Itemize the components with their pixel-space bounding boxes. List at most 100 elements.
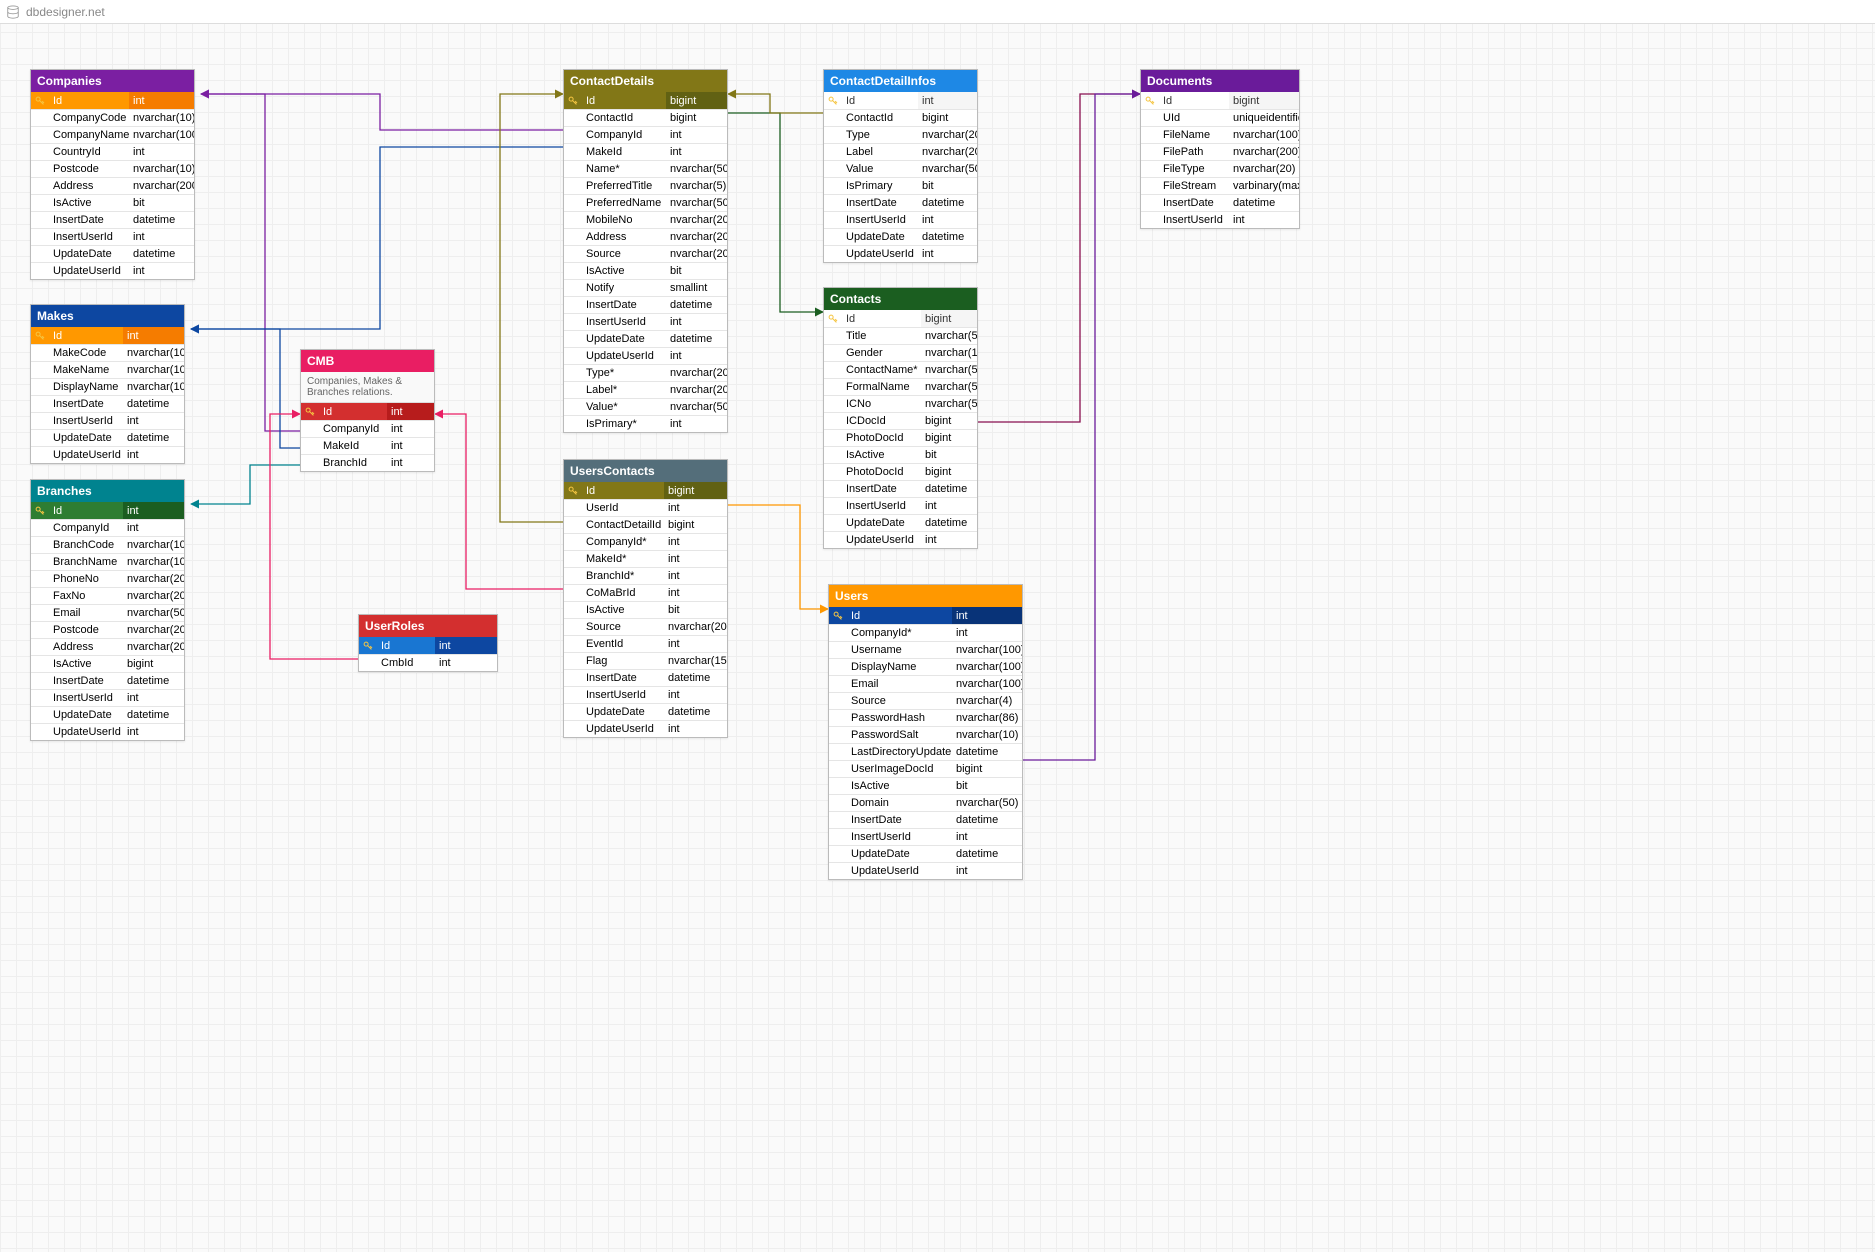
column-row[interactable]: UpdateUserIdint — [829, 862, 1022, 879]
column-row[interactable]: Usernamenvarchar(100) — [829, 641, 1022, 658]
column-row[interactable]: FilePathnvarchar(200) — [1141, 143, 1299, 160]
table-contacts[interactable]: ContactsIdbigintTitlenvarchar(5)Gendernv… — [823, 287, 978, 549]
column-row[interactable]: Flagnvarchar(15) — [564, 652, 727, 669]
column-row[interactable]: Idint — [301, 403, 434, 420]
column-row[interactable]: DisplayNamenvarchar(100) — [31, 378, 184, 395]
column-row[interactable]: UpdateUserIdint — [31, 262, 194, 279]
column-row[interactable]: UpdateDatedatetime — [829, 845, 1022, 862]
column-row[interactable]: Domainnvarchar(50) — [829, 794, 1022, 811]
column-row[interactable]: InsertUserIdint — [564, 313, 727, 330]
table-cmb[interactable]: CMBCompanies, Makes & Branches relations… — [300, 349, 435, 472]
column-row[interactable]: FileStreamvarbinary(max) — [1141, 177, 1299, 194]
column-row[interactable]: Value*nvarchar(500) — [564, 398, 727, 415]
column-row[interactable]: Postcodenvarchar(20) — [31, 621, 184, 638]
column-row[interactable]: Addressnvarchar(200) — [564, 228, 727, 245]
column-row[interactable]: PasswordHashnvarchar(86) — [829, 709, 1022, 726]
column-row[interactable]: EventIdint — [564, 635, 727, 652]
column-row[interactable]: FileNamenvarchar(100) — [1141, 126, 1299, 143]
column-row[interactable]: BranchNamenvarchar(100) — [31, 553, 184, 570]
column-row[interactable]: Idbigint — [564, 92, 727, 109]
column-row[interactable]: BranchIdint — [301, 454, 434, 471]
column-row[interactable]: Titlenvarchar(5) — [824, 327, 977, 344]
column-row[interactable]: ContactIdbigint — [564, 109, 727, 126]
column-row[interactable]: PhotoDocIdbigint — [824, 429, 977, 446]
column-row[interactable]: CompanyIdint — [564, 126, 727, 143]
column-row[interactable]: UpdateUserIdint — [824, 245, 977, 262]
table-users[interactable]: UsersIdintCompanyId*intUsernamenvarchar(… — [828, 584, 1023, 880]
column-row[interactable]: Label*nvarchar(20) — [564, 381, 727, 398]
table-header[interactable]: CMB — [301, 350, 434, 372]
table-contactdetailinfos[interactable]: ContactDetailInfosIdintContactIdbigintTy… — [823, 69, 978, 263]
column-row[interactable]: MakeIdint — [564, 143, 727, 160]
column-row[interactable]: Idbigint — [824, 310, 977, 327]
column-row[interactable]: Emailnvarchar(50) — [31, 604, 184, 621]
column-row[interactable]: Idint — [31, 327, 184, 344]
column-row[interactable]: MakeNamenvarchar(100) — [31, 361, 184, 378]
column-row[interactable]: MobileNonvarchar(20) — [564, 211, 727, 228]
column-row[interactable]: CompanyCodenvarchar(10) — [31, 109, 194, 126]
column-row[interactable]: InsertUserIdint — [824, 211, 977, 228]
column-row[interactable]: Idint — [31, 502, 184, 519]
column-row[interactable]: UpdateDatedatetime — [824, 514, 977, 531]
column-row[interactable]: InsertDatedatetime — [824, 194, 977, 211]
column-row[interactable]: UserIdint — [564, 499, 727, 516]
column-row[interactable]: IsActivebit — [829, 777, 1022, 794]
column-row[interactable]: UpdateUserIdint — [564, 347, 727, 364]
column-row[interactable]: CompanyId*int — [829, 624, 1022, 641]
column-row[interactable]: UpdateDatedatetime — [564, 330, 727, 347]
column-row[interactable]: Sourcenvarchar(20) — [564, 618, 727, 635]
column-row[interactable]: InsertUserIdint — [31, 228, 194, 245]
table-branches[interactable]: BranchesIdintCompanyIdintBranchCodenvarc… — [30, 479, 185, 741]
column-row[interactable]: IsActivebigint — [31, 655, 184, 672]
column-row[interactable]: UpdateDatedatetime — [31, 245, 194, 262]
column-row[interactable]: IsActivebit — [31, 194, 194, 211]
column-row[interactable]: Valuenvarchar(500) — [824, 160, 977, 177]
column-row[interactable]: Idint — [359, 637, 497, 654]
column-row[interactable]: Idint — [829, 607, 1022, 624]
column-row[interactable]: UpdateDatedatetime — [824, 228, 977, 245]
canvas[interactable]: CompaniesIdintCompanyCodenvarchar(10)Com… — [0, 24, 1875, 1252]
column-row[interactable]: CmbIdint — [359, 654, 497, 671]
column-row[interactable]: InsertDatedatetime — [1141, 194, 1299, 211]
column-row[interactable]: InsertUserIdint — [829, 828, 1022, 845]
column-row[interactable]: BranchId*int — [564, 567, 727, 584]
column-row[interactable]: IsPrimarybit — [824, 177, 977, 194]
column-row[interactable]: InsertDatedatetime — [564, 669, 727, 686]
column-row[interactable]: Addressnvarchar(200) — [31, 177, 194, 194]
column-row[interactable]: UserImageDocIdbigint — [829, 760, 1022, 777]
column-row[interactable]: UpdateUserIdint — [31, 723, 184, 740]
table-header[interactable]: UsersContacts — [564, 460, 727, 482]
table-makes[interactable]: MakesIdintMakeCodenvarchar(10)MakeNamenv… — [30, 304, 185, 464]
table-header[interactable]: ContactDetails — [564, 70, 727, 92]
column-row[interactable]: UpdateUserIdint — [824, 531, 977, 548]
column-row[interactable]: Idint — [824, 92, 977, 109]
table-companies[interactable]: CompaniesIdintCompanyCodenvarchar(10)Com… — [30, 69, 195, 280]
column-row[interactable]: CompanyNamenvarchar(100) — [31, 126, 194, 143]
column-row[interactable]: UpdateUserIdint — [564, 720, 727, 737]
column-row[interactable]: FileTypenvarchar(20) — [1141, 160, 1299, 177]
column-row[interactable]: ContactDetailIdbigint — [564, 516, 727, 533]
column-row[interactable]: Notifysmallint — [564, 279, 727, 296]
column-row[interactable]: InsertUserIdint — [31, 412, 184, 429]
table-userscontacts[interactable]: UsersContactsIdbigintUserIdintContactDet… — [563, 459, 728, 738]
column-row[interactable]: IsActivebit — [564, 601, 727, 618]
column-row[interactable]: Postcodenvarchar(10) — [31, 160, 194, 177]
table-header[interactable]: Companies — [31, 70, 194, 92]
column-row[interactable]: ICDocIdbigint — [824, 412, 977, 429]
column-row[interactable]: PhoneNonvarchar(20) — [31, 570, 184, 587]
table-contactdetails[interactable]: ContactDetailsIdbigintContactIdbigintCom… — [563, 69, 728, 433]
column-row[interactable]: InsertUserIdint — [31, 689, 184, 706]
column-row[interactable]: Addressnvarchar(200) — [31, 638, 184, 655]
column-row[interactable]: UpdateDatedatetime — [564, 703, 727, 720]
column-row[interactable]: Sourcenvarchar(4) — [829, 692, 1022, 709]
column-row[interactable]: InsertDatedatetime — [829, 811, 1022, 828]
column-row[interactable]: InsertDatedatetime — [31, 211, 194, 228]
column-row[interactable]: BranchCodenvarchar(10) — [31, 536, 184, 553]
column-row[interactable]: InsertUserIdint — [1141, 211, 1299, 228]
column-row[interactable]: CompanyId*int — [564, 533, 727, 550]
column-row[interactable]: IsActivebit — [564, 262, 727, 279]
column-row[interactable]: Idint — [31, 92, 194, 109]
column-row[interactable]: PreferredNamenvarchar(50) — [564, 194, 727, 211]
column-row[interactable]: IsActivebit — [824, 446, 977, 463]
table-documents[interactable]: DocumentsIdbigintUIduniqueidentifierFile… — [1140, 69, 1300, 229]
